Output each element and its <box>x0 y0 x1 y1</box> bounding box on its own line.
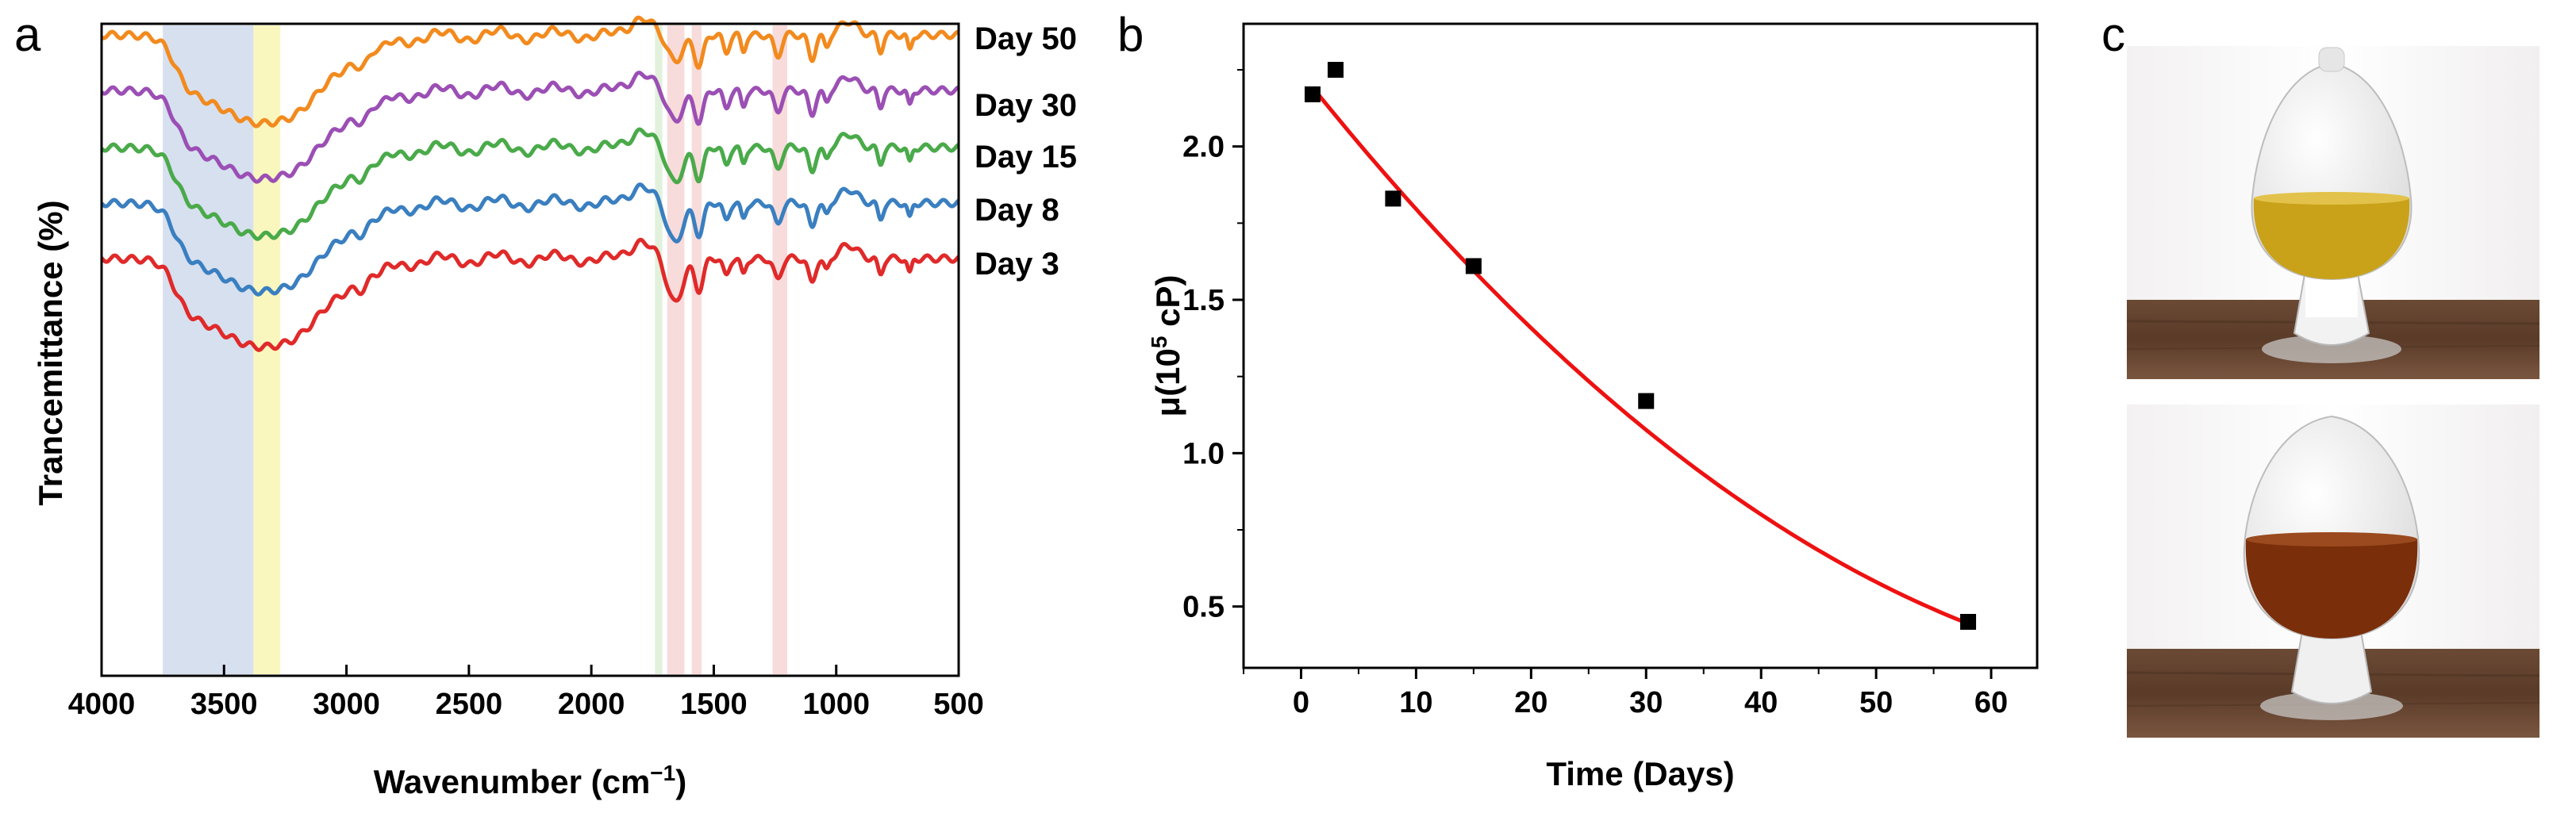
x-tick-label: 20 <box>1514 686 1548 719</box>
series-label-day-15: Day 15 <box>975 140 1077 174</box>
x-tick-label: 4000 <box>68 688 136 721</box>
x-tick-label: 3000 <box>313 688 380 721</box>
data-point-0 <box>1304 86 1321 102</box>
x-tick-label: 40 <box>1744 686 1778 719</box>
data-point-3 <box>1465 258 1482 274</box>
y-tick-label: 1.0 <box>1182 437 1225 470</box>
highlight-band-5 <box>772 25 787 674</box>
axes-b: 0 10 20 30 40 50 60 0.5 1.0 1.5 2.0 <box>1182 69 2008 719</box>
plot-frame-a <box>100 22 960 677</box>
panel-c: c <box>2101 8 2540 738</box>
photo-flask-top <box>2126 46 2540 379</box>
series-label-day-3: Day 3 <box>975 247 1059 282</box>
panel-b: b 0 10 20 30 40 50 600.51.01.52.0 Time (Days) … <box>1117 8 2039 792</box>
panel-a: a 4000 3500 3000 2500 2000 1500 1000 500 Wavenu… <box>14 8 1077 800</box>
x-tick-label: 2500 <box>436 688 503 721</box>
series-line-day-3 <box>100 237 960 352</box>
series-label-day-8: Day 8 <box>975 193 1059 228</box>
highlight-band-2 <box>655 25 663 674</box>
x-axis-label-a: Wavenumber (cm−1) <box>374 761 686 800</box>
x-tick-label: 10 <box>1399 686 1432 719</box>
x-tick-label: 60 <box>1974 686 2008 719</box>
highlight-band-3 <box>667 25 685 674</box>
fit-line <box>1311 86 1969 626</box>
data-points <box>1304 62 1977 630</box>
x-tick-label: 30 <box>1629 686 1663 719</box>
fit-curve <box>1311 86 1969 626</box>
series-line-day-15 <box>100 127 960 241</box>
x-tick-label: 1500 <box>680 688 748 721</box>
highlight-band-4 <box>691 25 702 674</box>
series-label-day-30: Day 30 <box>975 88 1077 123</box>
y-axis-label-b: μ(105 cP) <box>1147 274 1186 416</box>
series-line-day-8 <box>100 182 960 297</box>
x-tick-label: 3500 <box>190 688 258 721</box>
series-line-day-30 <box>100 71 960 184</box>
panel-label-c: c <box>2101 8 2125 61</box>
photo-flask-bottom <box>2126 405 2540 738</box>
series-label-day-50: Day 50 <box>975 21 1077 56</box>
data-point-5 <box>1960 614 1977 630</box>
x-tick-label: 0 <box>1293 686 1309 719</box>
x-tick-label: 500 <box>933 688 983 721</box>
y-tick-label: 0.5 <box>1182 591 1225 624</box>
y-axis-label-a: Trancemittance (%) <box>32 200 69 505</box>
x-tick-label: 2000 <box>558 688 625 721</box>
data-point-1 <box>1327 62 1344 78</box>
x-axis-label-b: Time (Days) <box>1546 755 1734 792</box>
y-tick-label: 2.0 <box>1182 131 1225 164</box>
x-tick-label: 50 <box>1859 686 1893 719</box>
panel-label-a: a <box>14 8 41 61</box>
data-point-2 <box>1385 190 1401 207</box>
highlight-band-0 <box>163 25 254 674</box>
data-point-4 <box>1638 393 1655 409</box>
plot-frame-b <box>1242 22 2039 669</box>
y-tick-label: 1.5 <box>1182 284 1225 317</box>
x-axis-a: 4000 3500 3000 2500 2000 1500 1000 500 <box>68 665 984 721</box>
spectra-series <box>100 15 960 352</box>
panel-label-b: b <box>1117 8 1144 61</box>
x-tick-label: 1000 <box>802 688 870 721</box>
series-line-day-50 <box>100 15 960 128</box>
legend-day-labels: Day 50 Day 30 Day 15 Day 8 Day 3 <box>975 21 1077 282</box>
